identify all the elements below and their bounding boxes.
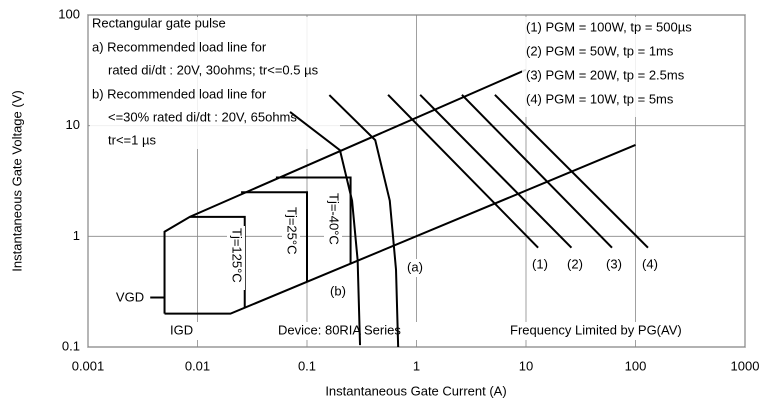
annotation: Frequency Limited by PG(AV): [510, 322, 682, 337]
y-tick-label: 1: [73, 228, 80, 243]
label-bg: [324, 191, 342, 255]
annotation: tr<=1 µs: [108, 132, 156, 147]
x-tick-label: 0.001: [72, 358, 105, 373]
label-bg: [401, 259, 429, 277]
series-label: Tj=-40°C: [327, 193, 342, 245]
series-label: (3): [606, 256, 622, 271]
x-axis-label: Instantaneous Gate Current (A): [325, 383, 506, 398]
legend-entry: (2) PGM = 50W, tp = 1ms: [526, 43, 674, 58]
legend-box: [522, 17, 742, 117]
x-tick-label: 10: [519, 358, 533, 373]
series-line: [275, 176, 352, 265]
label-bg: [600, 256, 628, 274]
annotation: b) Recommended load line for: [92, 86, 267, 101]
y-tick-label: 10: [66, 117, 80, 132]
label-bg: [116, 289, 144, 307]
annotation: IGD: [170, 322, 193, 337]
note-bg: [507, 322, 735, 340]
label-bg: [561, 256, 589, 274]
series-label: (2): [567, 256, 583, 271]
label-bg: [324, 283, 352, 301]
label-bg: [636, 256, 664, 274]
series-label: VGD: [116, 289, 144, 304]
series-line: [461, 94, 613, 249]
annotation: Device: 80RIA Series: [278, 322, 401, 337]
series-label: (4): [642, 256, 658, 271]
series-line: [289, 111, 362, 346]
series-label: (a): [407, 259, 423, 274]
legend-entry: (3) PGM = 20W, tp = 2.5ms: [526, 67, 685, 82]
label-bg: [227, 226, 245, 290]
series-line: [241, 191, 308, 282]
note-box: [90, 17, 340, 149]
x-tick-label: 0.01: [185, 358, 210, 373]
y-axis-label: Instantaneous Gate Voltage (V): [9, 90, 24, 271]
series-label: Tj=25°C: [285, 207, 300, 254]
y-tick-label: 100: [58, 6, 80, 21]
legend-entry: (4) PGM = 10W, tp = 5ms: [526, 91, 674, 106]
annotation: <=30% rated di/dt : 20V, 65ohms: [108, 109, 297, 124]
series-label: (1): [532, 256, 548, 271]
series-label: Tj=125°C: [230, 228, 245, 283]
legend-entry: (1) PGM = 100W, tp = 500µs: [526, 19, 692, 34]
x-tick-label: 1: [413, 358, 420, 373]
series-line: [328, 94, 400, 348]
series-line: [419, 94, 573, 249]
label-bg: [526, 256, 554, 274]
series-line: [163, 68, 527, 314]
annotation: Rectangular gate pulse: [92, 15, 226, 30]
series-label: (b): [330, 283, 346, 298]
annotation: rated di/dt : 20V, 30ohms; tr<=0.5 µs: [108, 62, 319, 77]
note-bg: [275, 322, 427, 340]
note-bg: [167, 322, 199, 340]
y-tick-label: 0.1: [62, 338, 80, 353]
x-tick-label: 0.1: [298, 358, 316, 373]
series-line: [387, 94, 539, 249]
x-tick-label: 1000: [731, 358, 760, 373]
series-line: [494, 94, 649, 249]
annotation: a) Recommended load line for: [92, 39, 267, 54]
label-bg: [282, 205, 300, 262]
x-tick-label: 100: [625, 358, 647, 373]
series-line: [164, 143, 636, 315]
